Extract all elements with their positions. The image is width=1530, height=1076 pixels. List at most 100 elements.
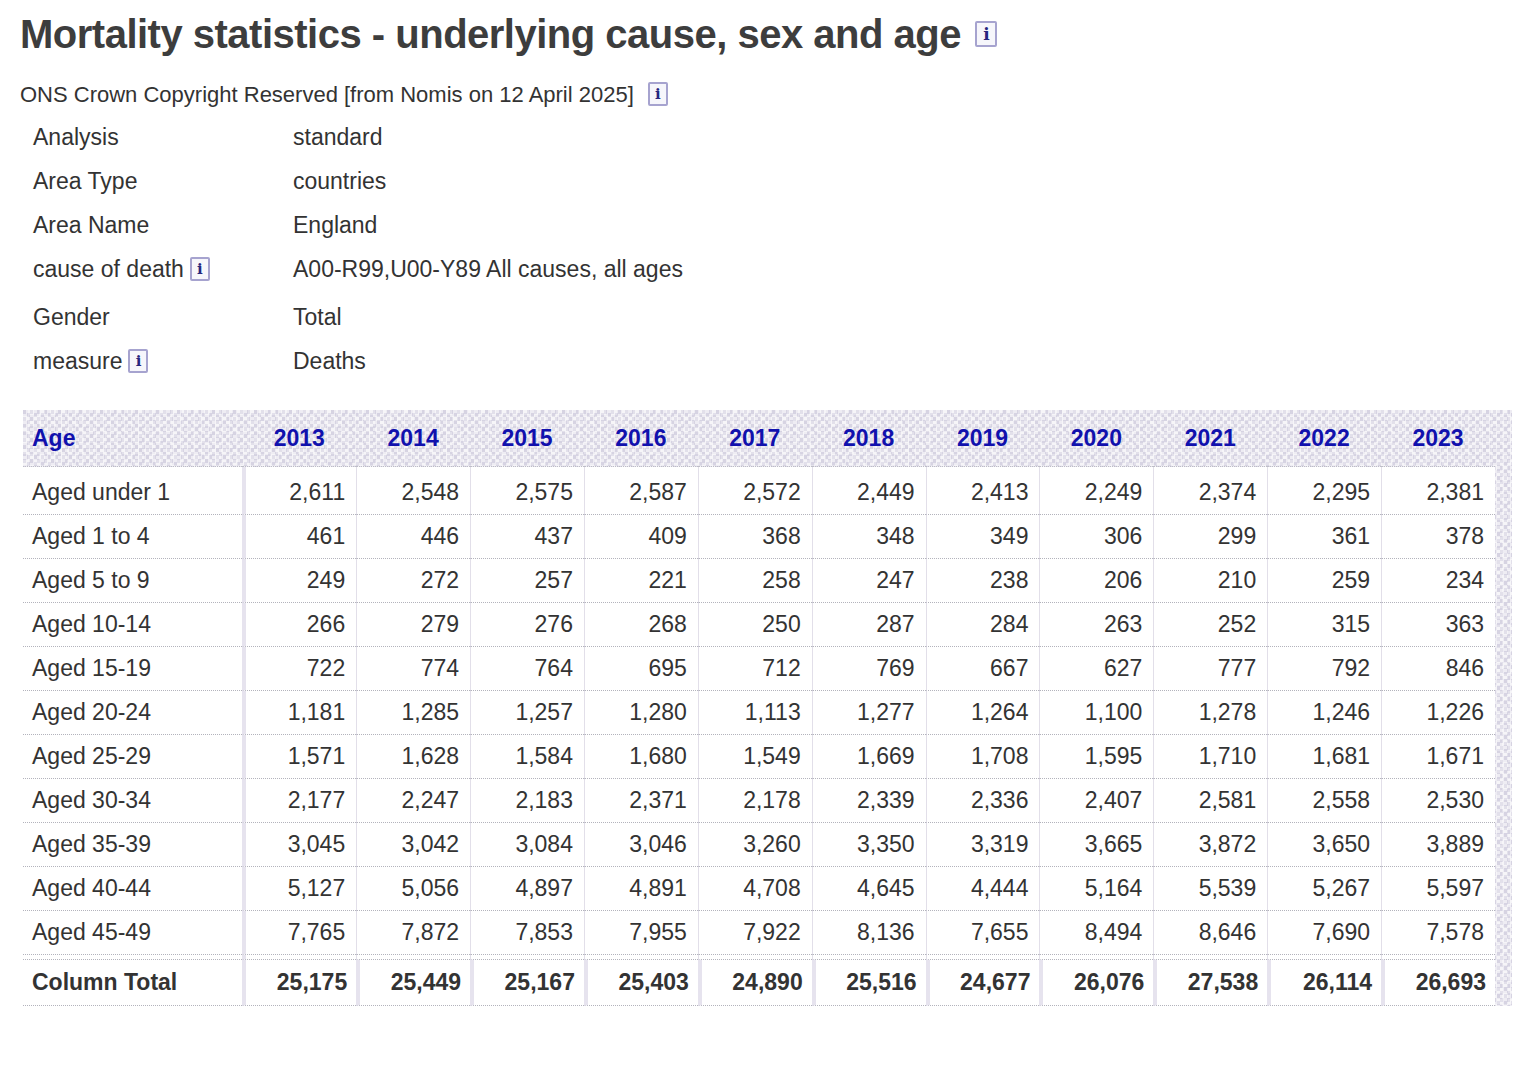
metadata-info-icon[interactable]: i xyxy=(190,257,210,281)
value-cell: 1,285 xyxy=(356,691,470,735)
metadata-label: Gender xyxy=(33,302,293,332)
table-row: Aged 35-393,0453,0423,0843,0463,2603,350… xyxy=(23,823,1495,867)
value-cell: 2,407 xyxy=(1039,779,1153,823)
year-column-header[interactable]: 2017 xyxy=(698,410,812,467)
age-band-label: Aged 20-24 xyxy=(23,691,242,735)
value-cell: 3,045 xyxy=(242,823,356,867)
metadata-label: measurei xyxy=(33,346,293,376)
value-cell: 1,226 xyxy=(1381,691,1495,735)
value-cell: 257 xyxy=(470,559,584,603)
value-cell: 2,572 xyxy=(698,471,812,515)
value-cell: 268 xyxy=(584,603,698,647)
value-cell: 2,381 xyxy=(1381,471,1495,515)
metadata-label: Analysis xyxy=(33,122,293,152)
value-cell: 259 xyxy=(1267,559,1381,603)
year-column-header[interactable]: 2019 xyxy=(926,410,1040,467)
value-cell: 2,339 xyxy=(812,779,926,823)
value-cell: 446 xyxy=(356,515,470,559)
value-cell: 4,891 xyxy=(584,867,698,911)
data-table: Age2013201420152016201720182019202020212… xyxy=(23,410,1512,1006)
age-band-label: Aged 5 to 9 xyxy=(23,559,242,603)
value-cell: 221 xyxy=(584,559,698,603)
age-band-label: Aged 40-44 xyxy=(23,867,242,911)
value-cell: 5,164 xyxy=(1039,867,1153,911)
year-column-header[interactable]: 2022 xyxy=(1267,410,1381,467)
total-value-cell: 27,538 xyxy=(1153,959,1267,1006)
value-cell: 8,136 xyxy=(812,911,926,955)
value-cell: 234 xyxy=(1381,559,1495,603)
value-cell: 1,708 xyxy=(926,735,1040,779)
value-cell: 7,690 xyxy=(1267,911,1381,955)
metadata-list: AnalysisstandardArea TypecountriesArea N… xyxy=(33,122,1512,394)
value-cell: 2,413 xyxy=(926,471,1040,515)
value-cell: 249 xyxy=(242,559,356,603)
value-cell: 266 xyxy=(242,603,356,647)
table-row: Aged 15-19722774764695712769667627777792… xyxy=(23,647,1495,691)
year-column-header[interactable]: 2018 xyxy=(812,410,926,467)
value-cell: 1,257 xyxy=(470,691,584,735)
value-cell: 764 xyxy=(470,647,584,691)
copyright-info-icon[interactable]: i xyxy=(648,82,668,106)
title-info-icon[interactable]: i xyxy=(975,21,997,47)
value-cell: 1,680 xyxy=(584,735,698,779)
value-cell: 2,371 xyxy=(584,779,698,823)
metadata-info-icon[interactable]: i xyxy=(128,349,148,373)
year-column-header[interactable]: 2015 xyxy=(470,410,584,467)
value-cell: 363 xyxy=(1381,603,1495,647)
value-cell: 846 xyxy=(1381,647,1495,691)
value-cell: 5,056 xyxy=(356,867,470,911)
value-cell: 1,181 xyxy=(242,691,356,735)
value-cell: 276 xyxy=(470,603,584,647)
total-value-cell: 25,175 xyxy=(242,959,356,1006)
value-cell: 3,319 xyxy=(926,823,1040,867)
metadata-value: countries xyxy=(293,166,386,196)
value-cell: 368 xyxy=(698,515,812,559)
year-column-header[interactable]: 2016 xyxy=(584,410,698,467)
value-cell: 2,183 xyxy=(470,779,584,823)
value-cell: 348 xyxy=(812,515,926,559)
value-cell: 7,765 xyxy=(242,911,356,955)
value-cell: 361 xyxy=(1267,515,1381,559)
value-cell: 378 xyxy=(1381,515,1495,559)
value-cell: 315 xyxy=(1267,603,1381,647)
age-band-label: Aged 30-34 xyxy=(23,779,242,823)
value-cell: 284 xyxy=(926,603,1040,647)
value-cell: 2,530 xyxy=(1381,779,1495,823)
value-cell: 272 xyxy=(356,559,470,603)
value-cell: 5,597 xyxy=(1381,867,1495,911)
page-header: Mortality statistics - underlying cause,… xyxy=(20,10,1512,58)
metadata-row: Area Typecountries xyxy=(33,166,1512,210)
value-cell: 8,646 xyxy=(1153,911,1267,955)
value-cell: 437 xyxy=(470,515,584,559)
value-cell: 258 xyxy=(698,559,812,603)
table-row: Aged under 12,6112,5482,5752,5872,5722,4… xyxy=(23,471,1495,515)
total-value-cell: 25,516 xyxy=(812,959,926,1006)
value-cell: 1,246 xyxy=(1267,691,1381,735)
value-cell: 252 xyxy=(1153,603,1267,647)
value-cell: 409 xyxy=(584,515,698,559)
value-cell: 774 xyxy=(356,647,470,691)
value-cell: 1,595 xyxy=(1039,735,1153,779)
value-cell: 769 xyxy=(812,647,926,691)
table-row: Aged 5 to 924927225722125824723820621025… xyxy=(23,559,1495,603)
year-column-header[interactable]: 2020 xyxy=(1039,410,1153,467)
total-value-cell: 25,167 xyxy=(470,959,584,1006)
year-column-header[interactable]: 2021 xyxy=(1153,410,1267,467)
metadata-label: Area Name xyxy=(33,210,293,240)
total-value-cell: 25,403 xyxy=(584,959,698,1006)
year-column-header[interactable]: 2013 xyxy=(242,410,356,467)
total-value-cell: 26,114 xyxy=(1267,959,1381,1006)
page-title: Mortality statistics - underlying cause,… xyxy=(20,12,961,56)
value-cell: 279 xyxy=(356,603,470,647)
value-cell: 1,584 xyxy=(470,735,584,779)
year-column-header[interactable]: 2023 xyxy=(1381,410,1495,467)
value-cell: 722 xyxy=(242,647,356,691)
metadata-row: GenderTotal xyxy=(33,302,1512,346)
age-column-header[interactable]: Age xyxy=(23,410,242,467)
value-cell: 3,042 xyxy=(356,823,470,867)
value-cell: 1,277 xyxy=(812,691,926,735)
value-cell: 4,444 xyxy=(926,867,1040,911)
table-row: Aged 40-445,1275,0564,8974,8914,7084,645… xyxy=(23,867,1495,911)
value-cell: 2,575 xyxy=(470,471,584,515)
year-column-header[interactable]: 2014 xyxy=(356,410,470,467)
